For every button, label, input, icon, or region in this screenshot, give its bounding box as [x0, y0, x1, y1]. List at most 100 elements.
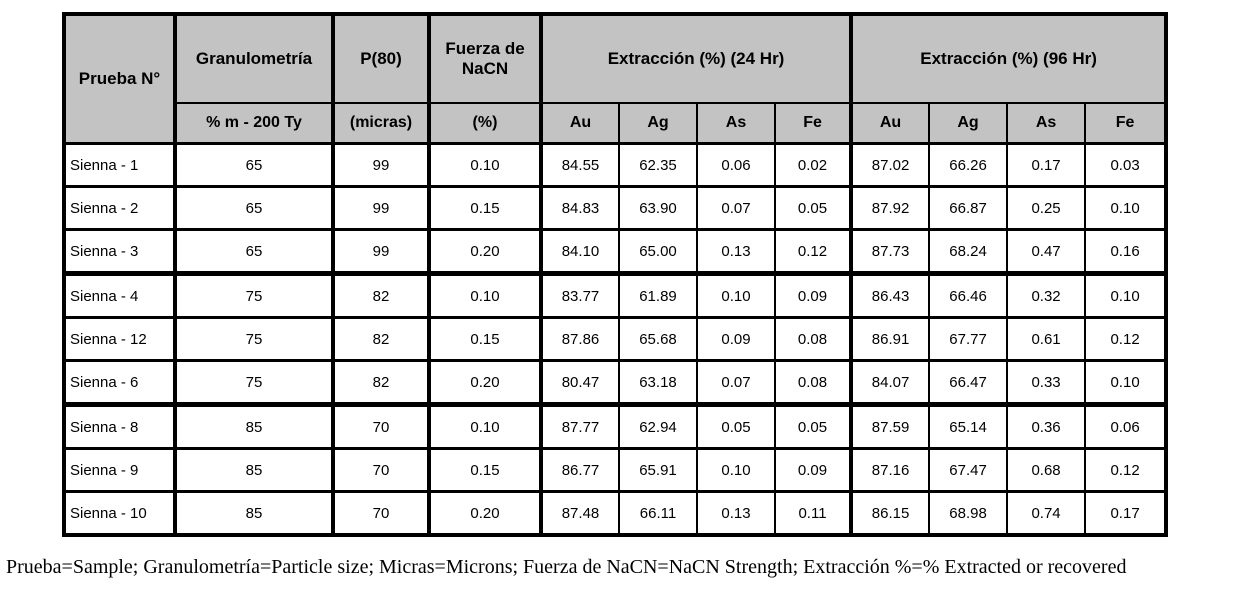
table-cell: 66.11	[618, 490, 698, 535]
table-cell: 0.10	[696, 447, 776, 493]
table-cell: 62.35	[618, 142, 698, 188]
table-cell: 0.68	[1006, 447, 1087, 493]
column-header-nacn: Fuerza de NaCN	[427, 14, 542, 104]
table-cell: 66.46	[928, 271, 1009, 319]
table-cell: 0.17	[1084, 490, 1167, 535]
table-cell: 0.15	[427, 447, 542, 493]
table-cell: 75	[173, 271, 334, 319]
table-cell: 0.13	[696, 228, 776, 275]
table-cell: 86.91	[849, 316, 931, 362]
table-cell: 99	[331, 142, 430, 188]
table-cell: 0.15	[427, 316, 542, 362]
table-cell: 70	[331, 447, 430, 493]
row-label: Sienna - 8	[64, 402, 176, 450]
table-cell: 65	[173, 185, 334, 231]
table-cell: 65.14	[928, 402, 1009, 450]
table-cell: 87.16	[849, 447, 931, 493]
table-cell: 67.77	[928, 316, 1009, 362]
table-cell: 84.83	[539, 185, 620, 231]
table-cell: 87.92	[849, 185, 931, 231]
table-cell: 0.47	[1006, 228, 1087, 275]
table-cell: 86.77	[539, 447, 620, 493]
table-cell: 0.12	[773, 228, 853, 275]
table-row: Sienna - 3 65 99 0.20 84.10 65.00 0.13 0.12 87.7…	[64, 228, 1167, 275]
table-cell: 65.00	[618, 228, 698, 275]
table-cell: 0.10	[427, 142, 542, 188]
table-cell: 99	[331, 228, 430, 275]
table-cell: 63.90	[618, 185, 698, 231]
table-cell: 82	[331, 316, 430, 362]
row-label: Sienna - 6	[64, 359, 176, 406]
table-cell: 84.10	[539, 228, 620, 275]
table-cell: 75	[173, 316, 334, 362]
table-row: Sienna - 8 85 70 0.10 87.77 62.94 0.05 0.05 87.5…	[64, 402, 1167, 450]
table-cell: 83.77	[539, 271, 620, 319]
table-cell: 0.36	[1006, 402, 1087, 450]
table-cell: 70	[331, 490, 430, 535]
table-cell: 0.20	[427, 490, 542, 535]
table-row: Sienna - 9 85 70 0.15 86.77 65.91 0.10 0.09 87.1…	[64, 447, 1167, 493]
column-subheader-ag-96hr: Ag	[928, 102, 1009, 145]
table-cell: 80.47	[539, 359, 620, 406]
row-label: Sienna - 9	[64, 447, 176, 493]
table-cell: 0.17	[1006, 142, 1087, 188]
table-cell: 75	[173, 359, 334, 406]
table-cell: 62.94	[618, 402, 698, 450]
column-subheader-as-96hr: As	[1006, 102, 1087, 145]
table-row: Sienna - 1 65 99 0.10 84.55 62.35 0.06 0.02 87.0…	[64, 142, 1167, 188]
table-cell: 0.74	[1006, 490, 1087, 535]
column-subheader-as-24hr: As	[696, 102, 776, 145]
column-subheader-p80-units: (micras)	[331, 102, 430, 145]
column-subheader-granulometria-units: % m - 200 Ty	[173, 102, 334, 145]
table-cell: 0.12	[1084, 447, 1167, 493]
row-label: Sienna - 4	[64, 271, 176, 319]
column-subheader-fe-96hr: Fe	[1084, 102, 1167, 145]
table-row: Sienna - 10 85 70 0.20 87.48 66.11 0.13 0.11 86.…	[64, 490, 1167, 535]
table-cell: 0.25	[1006, 185, 1087, 231]
table-cell: 0.02	[773, 142, 853, 188]
row-label: Sienna - 2	[64, 185, 176, 231]
table-cell: 0.10	[1084, 271, 1167, 319]
table-cell: 0.08	[773, 359, 853, 406]
column-subheader-fe-24hr: Fe	[773, 102, 853, 145]
table-cell: 85	[173, 490, 334, 535]
table-cell: 0.06	[1084, 402, 1167, 450]
table-cell: 0.10	[427, 402, 542, 450]
table-cell: 0.20	[427, 228, 542, 275]
group-header-extraccion-96hr: Extracción (%) (96 Hr)	[849, 14, 1167, 104]
table-cell: 66.87	[928, 185, 1009, 231]
table-cell: 87.86	[539, 316, 620, 362]
table-cell: 82	[331, 271, 430, 319]
table-cell: 0.10	[427, 271, 542, 319]
table-cell: 67.47	[928, 447, 1009, 493]
table-cell: 65.91	[618, 447, 698, 493]
table-row: Sienna - 2 65 99 0.15 84.83 63.90 0.07 0.05 87.9…	[64, 185, 1167, 231]
table-cell: 0.05	[773, 402, 853, 450]
table-cell: 0.09	[696, 316, 776, 362]
table-cell: 86.43	[849, 271, 931, 319]
table-cell: 0.20	[427, 359, 542, 406]
table-cell: 65.68	[618, 316, 698, 362]
table-cell: 66.47	[928, 359, 1009, 406]
table-cell: 0.13	[696, 490, 776, 535]
row-label: Sienna - 3	[64, 228, 176, 275]
table-cell: 0.05	[696, 402, 776, 450]
table-cell: 0.32	[1006, 271, 1087, 319]
table-cell: 65	[173, 142, 334, 188]
table-cell: 0.03	[1084, 142, 1167, 188]
table-cell: 0.15	[427, 185, 542, 231]
table-cell: 63.18	[618, 359, 698, 406]
column-subheader-ag-24hr: Ag	[618, 102, 698, 145]
table-row: Sienna - 12 75 82 0.15 87.86 65.68 0.09 0.08 86.…	[64, 316, 1167, 362]
table-cell: 85	[173, 447, 334, 493]
table-cell: 0.09	[773, 271, 853, 319]
table-cell: 0.08	[773, 316, 853, 362]
table-row: Sienna - 4 75 82 0.10 83.77 61.89 0.10 0.09 86.4…	[64, 271, 1167, 319]
table-cell: 99	[331, 185, 430, 231]
table-body: Sienna - 1 65 99 0.10 84.55 62.35 0.06 0.02 87.0…	[64, 142, 1167, 535]
column-subheader-au-96hr: Au	[849, 102, 931, 145]
table-cell: 0.61	[1006, 316, 1087, 362]
table-cell: 65	[173, 228, 334, 275]
table-cell: 82	[331, 359, 430, 406]
table-cell: 0.16	[1084, 228, 1167, 275]
